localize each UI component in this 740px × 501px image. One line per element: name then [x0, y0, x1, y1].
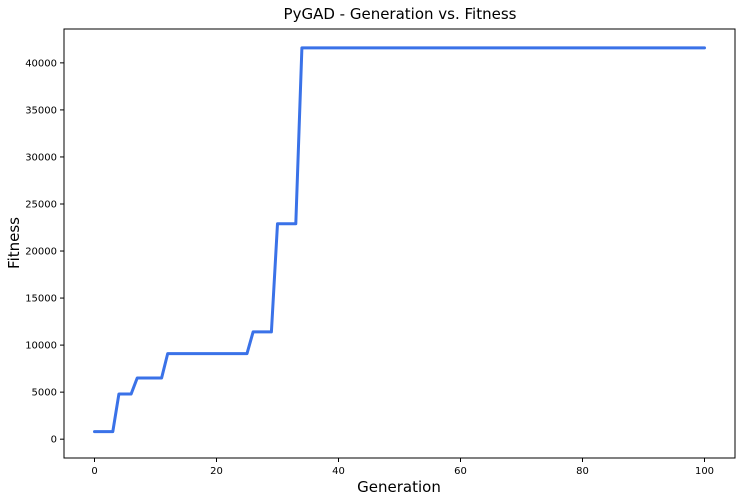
fitness-series-line: [93, 46, 706, 434]
x-tick-label: 60: [454, 466, 467, 477]
y-tick-label: 40000: [25, 58, 57, 69]
y-tick-label: 5000: [32, 388, 57, 399]
x-tick-label: 0: [91, 466, 97, 477]
x-tick-label: 80: [576, 466, 589, 477]
y-tick-label: 15000: [25, 294, 57, 305]
y-tick-label: 10000: [25, 341, 57, 352]
y-tick-label: 35000: [25, 105, 57, 116]
y-tick-label: 20000: [25, 247, 57, 258]
x-tick-label: 100: [695, 466, 714, 477]
plot-frame: [63, 28, 736, 459]
x-axis: 0 20 40 60 80 100: [91, 458, 714, 477]
y-tick-label: 25000: [25, 199, 57, 210]
y-tick-label: 30000: [25, 152, 57, 163]
y-tick-label: 0: [51, 435, 57, 446]
y-axis: 0 5000 10000 15000 20000 25000 30000 35000 40000: [25, 58, 64, 446]
x-tick-label: 40: [332, 466, 345, 477]
x-tick-label: 20: [210, 466, 223, 477]
y-axis-label: Fitness: [5, 217, 23, 269]
x-axis-label: Generation: [357, 478, 441, 496]
chart-title: PyGAD - Generation vs. Fitness: [284, 5, 517, 23]
